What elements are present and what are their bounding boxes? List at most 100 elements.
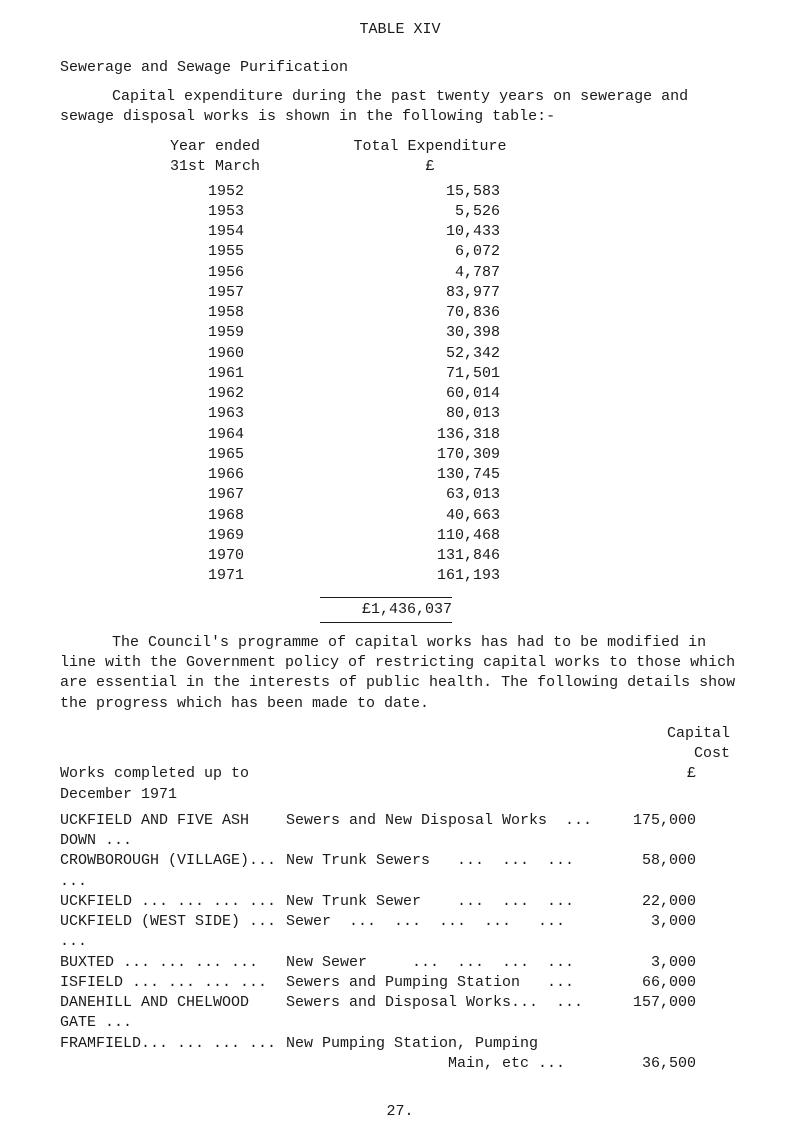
table-row: UCKFIELD AND FIVE ASH DOWN ...Sewers and… <box>60 811 740 852</box>
works-description: Sewers and New Disposal Works ... <box>286 811 606 852</box>
table-row: 19556,072 <box>208 242 740 262</box>
body-paragraph: The Council's programme of capital works… <box>60 633 740 714</box>
year-cell: 1964 <box>208 425 320 445</box>
works-description: New Trunk Sewers ... ... ... <box>286 851 606 892</box>
expenditure-cell: 60,014 <box>320 384 548 404</box>
works-description: New Sewer ... ... ... ... <box>286 953 606 973</box>
year-cell: 1958 <box>208 303 320 323</box>
page-number: 27. <box>60 1102 740 1122</box>
works-description: New Pumping Station, Pumping <box>286 1034 606 1054</box>
works-cost: 157,000 <box>606 993 696 1034</box>
year-cell: 1968 <box>208 506 320 526</box>
capital-label: Capital <box>60 724 730 744</box>
expenditure-cell: 63,013 <box>320 485 548 505</box>
works-name: UCKFIELD ... ... ... ... <box>60 892 286 912</box>
expenditure-cell: 161,193 <box>320 566 548 586</box>
table-row: 1970131,846 <box>208 546 740 566</box>
expenditure-cell: 40,663 <box>320 506 548 526</box>
table-row: UCKFIELD ... ... ... ...New Trunk Sewer … <box>60 892 740 912</box>
works-completed-header: Works completed up to December 1971 <box>60 764 286 805</box>
year-cell: 1963 <box>208 404 320 424</box>
works-name: DANEHILL AND CHELWOOD GATE ... <box>60 993 286 1034</box>
works-name <box>60 1054 286 1074</box>
table-row: 196380,013 <box>208 404 740 424</box>
table-row: 196171,501 <box>208 364 740 384</box>
table-title: TABLE XIV <box>60 20 740 40</box>
table-row: UCKFIELD (WEST SIDE) ... ...Sewer ... ..… <box>60 912 740 953</box>
year-cell: 1957 <box>208 283 320 303</box>
table-row: 196763,013 <box>208 485 740 505</box>
table-row: 195215,583 <box>208 182 740 202</box>
year-cell: 1965 <box>208 445 320 465</box>
works-cost: 36,500 <box>606 1054 696 1074</box>
table-row: 195930,398 <box>208 323 740 343</box>
works-cost: 3,000 <box>606 953 696 973</box>
expenditure-cell: 110,468 <box>320 526 548 546</box>
works-name: FRAMFIELD... ... ... ... <box>60 1034 286 1054</box>
table-row: 1965170,309 <box>208 445 740 465</box>
total-value: £1,436,037 <box>320 597 452 623</box>
table-row: 1964136,318 <box>208 425 740 445</box>
expenditure-cell: 71,501 <box>320 364 548 384</box>
expenditure-cell: 131,846 <box>320 546 548 566</box>
year-cell: 1959 <box>208 323 320 343</box>
year-cell: 1970 <box>208 546 320 566</box>
year-cell: 1955 <box>208 242 320 262</box>
expenditure-cell: 15,583 <box>320 182 548 202</box>
works-cost <box>606 1034 696 1054</box>
expenditure-cell: 6,072 <box>320 242 548 262</box>
works-cost: 58,000 <box>606 851 696 892</box>
expenditure-cell: 70,836 <box>320 303 548 323</box>
expenditure-cell: 80,013 <box>320 404 548 424</box>
table-row: ISFIELD ... ... ... ...Sewers and Pumpin… <box>60 973 740 993</box>
works-cost: 22,000 <box>606 892 696 912</box>
intro-paragraph: Capital expenditure during the past twen… <box>60 87 740 128</box>
year-cell: 1969 <box>208 526 320 546</box>
year-cell: 1961 <box>208 364 320 384</box>
year-header-2: 31st March <box>170 157 320 177</box>
year-cell: 1954 <box>208 222 320 242</box>
expenditure-cell: 83,977 <box>320 283 548 303</box>
works-table-body: UCKFIELD AND FIVE ASH DOWN ...Sewers and… <box>60 811 740 1074</box>
year-cell: 1966 <box>208 465 320 485</box>
works-name: ISFIELD ... ... ... ... <box>60 973 286 993</box>
currency-symbol: £ <box>320 157 540 177</box>
table-row: 195870,836 <box>208 303 740 323</box>
table-row: 195410,433 <box>208 222 740 242</box>
year-table-body: 195215,58319535,526195410,43319556,07219… <box>60 182 740 587</box>
year-header-1: Year ended <box>170 137 320 157</box>
year-cell: 1953 <box>208 202 320 222</box>
table-row: 196260,014 <box>208 384 740 404</box>
works-name: CROWBOROUGH (VILLAGE)... ... <box>60 851 286 892</box>
table-row: 196840,663 <box>208 506 740 526</box>
table-row: 1969110,468 <box>208 526 740 546</box>
year-cell: 1960 <box>208 344 320 364</box>
year-cell: 1967 <box>208 485 320 505</box>
section-heading: Sewerage and Sewage Purification <box>60 58 740 78</box>
table-row: CROWBOROUGH (VILLAGE)... ...New Trunk Se… <box>60 851 740 892</box>
table-row: 1971161,193 <box>208 566 740 586</box>
pound-label: £ <box>606 764 696 805</box>
works-description: Sewer ... ... ... ... ... <box>286 912 606 953</box>
expenditure-cell: 170,309 <box>320 445 548 465</box>
expenditure-cell: 10,433 <box>320 222 548 242</box>
table-row: 195783,977 <box>208 283 740 303</box>
expenditure-cell: 136,318 <box>320 425 548 445</box>
year-cell: 1956 <box>208 263 320 283</box>
works-cost: 175,000 <box>606 811 696 852</box>
table-row: 19564,787 <box>208 263 740 283</box>
works-description: Main, etc ... <box>286 1054 606 1074</box>
expenditure-header: Total Expenditure <box>320 137 540 157</box>
table-row: BUXTED ... ... ... ...New Sewer ... ... … <box>60 953 740 973</box>
works-description: Sewers and Pumping Station ... <box>286 973 606 993</box>
works-cost: 3,000 <box>606 912 696 953</box>
table-row: 196052,342 <box>208 344 740 364</box>
expenditure-cell: 130,745 <box>320 465 548 485</box>
expenditure-cell: 30,398 <box>320 323 548 343</box>
works-description: Sewers and Disposal Works... ... <box>286 993 606 1034</box>
expenditure-cell: 5,526 <box>320 202 548 222</box>
table-row: 1966130,745 <box>208 465 740 485</box>
year-cell: 1962 <box>208 384 320 404</box>
expenditure-cell: 52,342 <box>320 344 548 364</box>
cost-label: Cost <box>60 744 730 764</box>
